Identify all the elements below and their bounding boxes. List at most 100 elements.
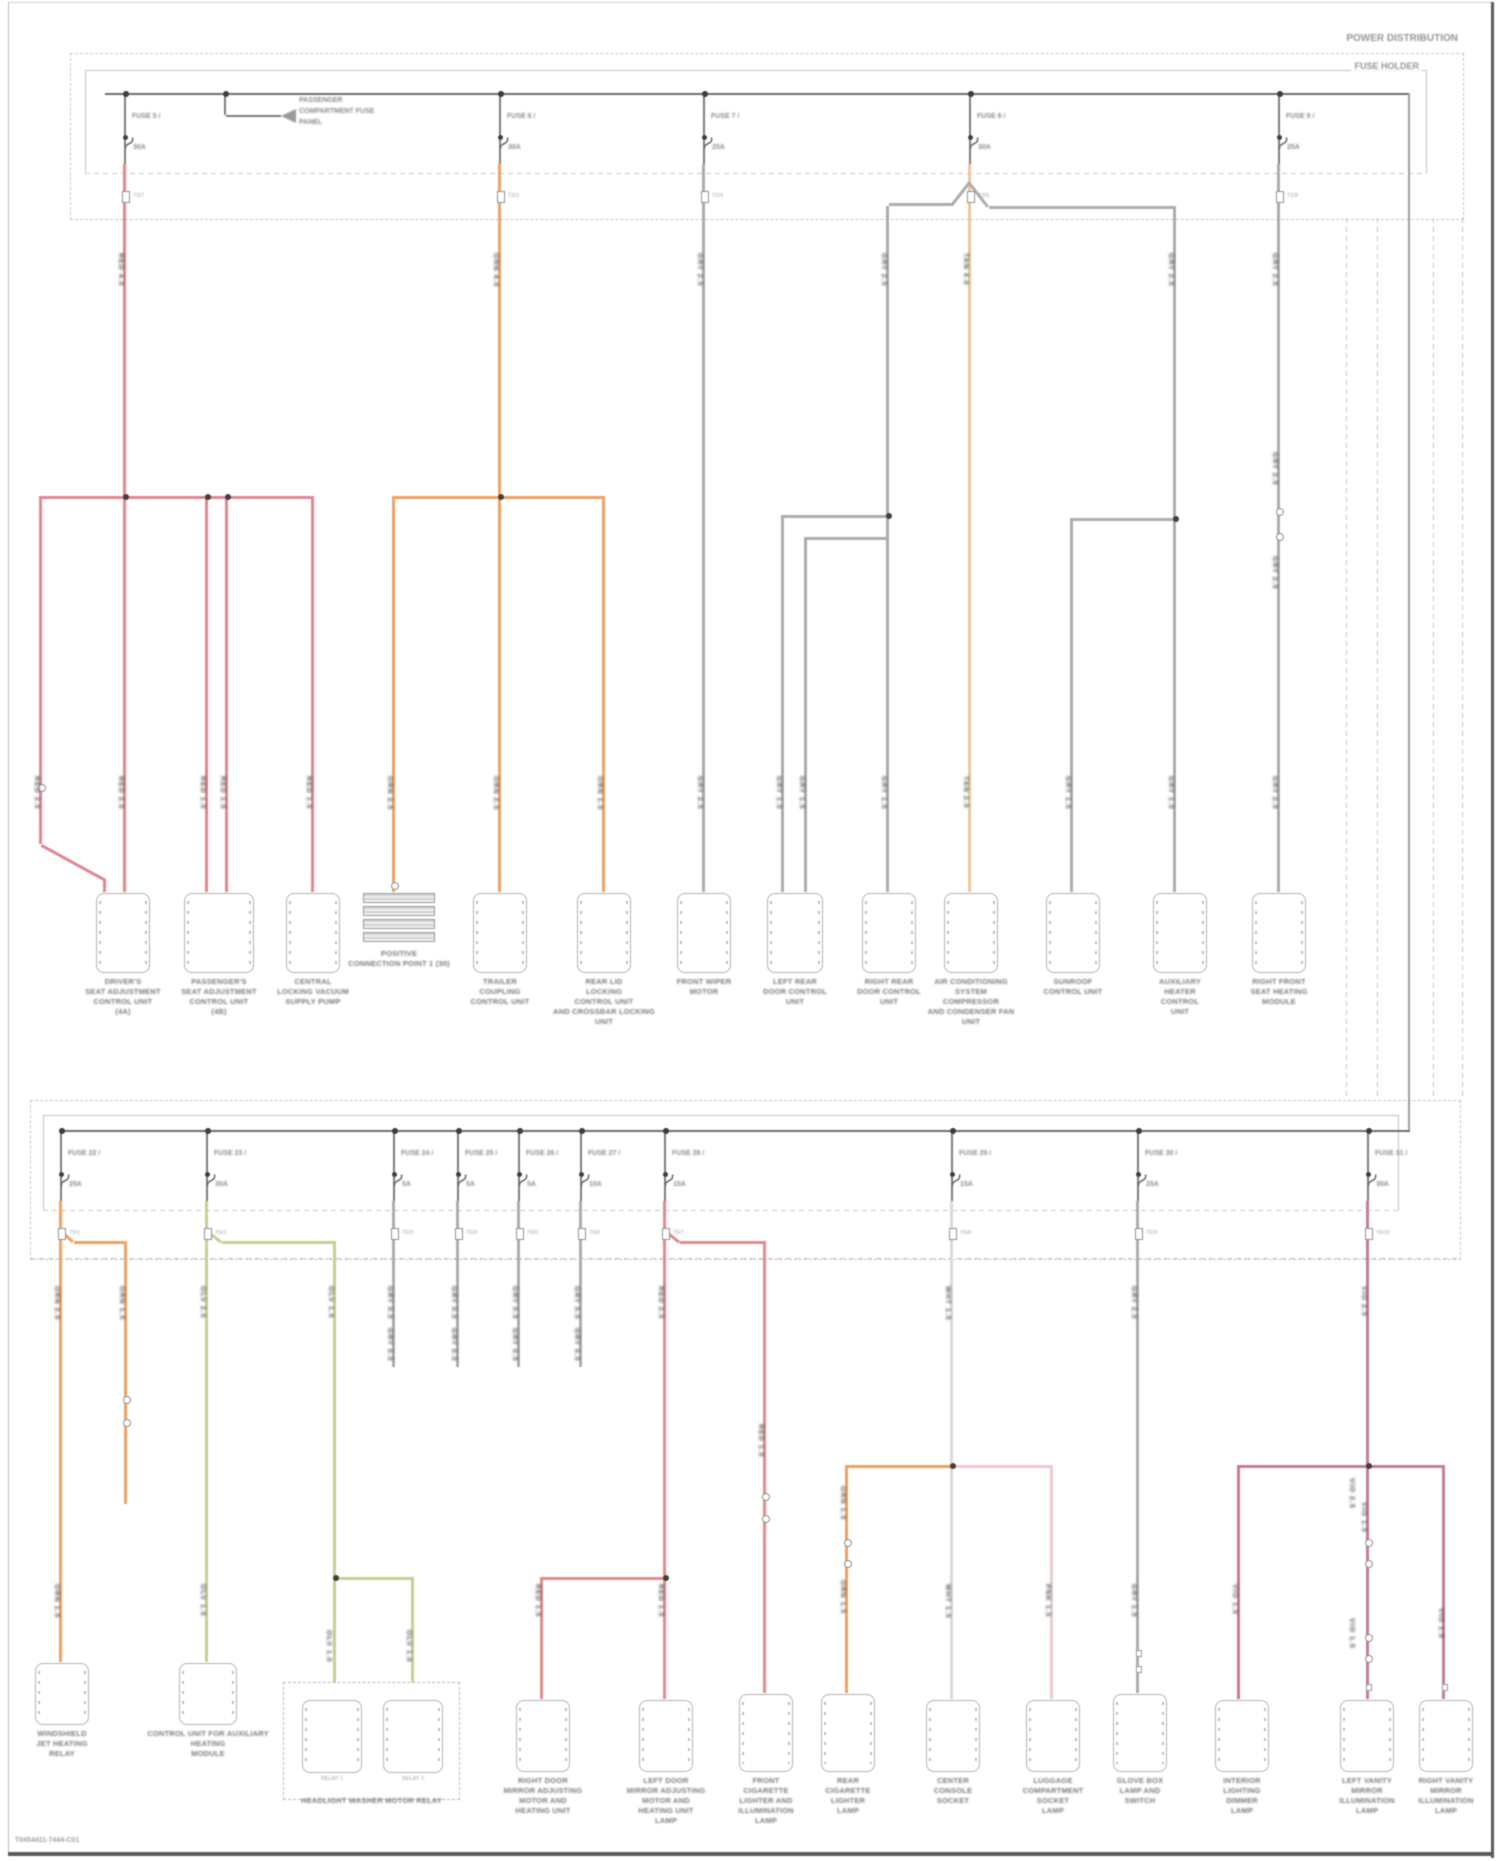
wire-color-label: WHT 1.5 — [944, 1286, 951, 1321]
connector-pin-label: T2/4 — [712, 193, 724, 199]
junction-dot — [950, 1128, 956, 1134]
component-label: SEAT ADJUSTMENT — [181, 987, 257, 996]
fuse-icon — [702, 135, 707, 140]
wire-segment — [804, 536, 807, 892]
offpage-lead — [226, 115, 281, 117]
wire-segment — [1070, 517, 1073, 892]
component-label: DOOR CONTROL — [762, 987, 828, 996]
wire-color-label: ORN 4.0 — [492, 253, 499, 288]
page-title: POWER DISTRIBUTION — [1346, 33, 1458, 44]
wire-color-label: GRY 2.5 — [696, 776, 703, 810]
wire-color-label: RED 1.5 — [534, 1584, 541, 1618]
wire-color-label: VIO 2.5 — [1360, 1286, 1367, 1317]
connector-pin-icon — [949, 1228, 957, 1240]
fuse-icon — [59, 1172, 64, 1177]
component-label: MODULE — [1262, 997, 1296, 1006]
connector-pin-label: T5/5 — [527, 1230, 539, 1236]
component-label: RIGHT REAR — [864, 977, 914, 986]
junction-dot — [205, 494, 211, 500]
wire-segment — [1173, 517, 1176, 892]
fuse-icon — [950, 1173, 963, 1192]
wire-segment — [1050, 1464, 1053, 1699]
wire-segment — [784, 514, 889, 518]
component-label: RIGHT DOOR — [518, 1776, 568, 1785]
component-label: UNIT — [785, 997, 805, 1006]
component-label: AUXILIARY — [1159, 977, 1201, 986]
fuse-icon — [123, 135, 128, 140]
component-label: MIRROR — [1351, 1786, 1383, 1795]
component-label: UNIT — [879, 997, 899, 1006]
wire-color-label: GRY 0.5 — [573, 1286, 580, 1320]
wire-color-label: OLV 1.5 — [199, 1584, 206, 1617]
component-label: REAR — [836, 1776, 860, 1785]
fuse-icon — [456, 1172, 461, 1177]
fuse-label: FUSE 6 / — [507, 113, 536, 120]
fuse-icon — [1277, 135, 1282, 140]
wire-color-label: GRY 2.5 — [1271, 452, 1278, 486]
wire-segment — [42, 495, 314, 499]
component-box — [1340, 1700, 1394, 1772]
wire-color-label: GRY 1.5 — [880, 776, 887, 810]
component-label: AIR CONDITIONING — [934, 977, 1008, 986]
wire-color-label: GRY 1.5 — [775, 776, 782, 810]
connector-pin-label: T2/5 — [978, 193, 990, 199]
component-label: CONTROL UNIT FOR AUXILIARY — [147, 1729, 269, 1738]
wire-color-label: ORN 1.5 — [839, 1486, 846, 1521]
wire-color-label: GRY 2.5 — [1167, 253, 1174, 287]
wire-color-label: ORN 1.5 — [53, 1584, 60, 1619]
wire-segment — [680, 1240, 766, 1244]
component-label: LAMP — [1434, 1806, 1458, 1815]
fuse-amp-label: 30A — [215, 1181, 228, 1188]
component-box — [677, 893, 731, 973]
dashed-boundary-line — [43, 1210, 1397, 1211]
wire-color-label: TAN 2.5 — [962, 776, 969, 809]
wire-segment — [74, 1240, 127, 1244]
fuse-label: FUSE 27 / — [588, 1150, 621, 1157]
component-label: LIGHTING — [1223, 1786, 1261, 1795]
wire-color-label: GRY 2.5 — [1271, 556, 1278, 590]
component-label: UNIT — [961, 1017, 981, 1026]
connector-pin-label: T5/4 — [466, 1230, 478, 1236]
component-box — [739, 1694, 793, 1772]
inline-connector-icon — [1276, 508, 1284, 516]
bus-line — [105, 92, 1410, 96]
connector-pin-icon — [1365, 1228, 1373, 1240]
component-label: DIMMER — [1226, 1796, 1258, 1805]
connector-pin-label: T5/1 — [69, 1230, 81, 1236]
component-label: CONTROL UNIT — [470, 997, 530, 1006]
dashed-boundary-line — [85, 173, 1425, 174]
connector-pin-icon — [497, 191, 505, 203]
junction-dot — [1277, 91, 1283, 97]
page-border — [1491, 2, 1494, 1858]
component-box — [1252, 893, 1306, 973]
component-label: FRONT WIPER — [676, 977, 732, 986]
fuse-label: FUSE 30 / — [1145, 1150, 1178, 1157]
fuse-label: FUSE 25 / — [465, 1150, 498, 1157]
component-label: SUNROOF — [1053, 977, 1093, 986]
component-label: GLOVE BOX — [1116, 1776, 1164, 1785]
wire-color-label: RED 1.5 — [657, 1584, 664, 1618]
component-label: HEATING — [190, 1739, 226, 1748]
wire-segment — [103, 878, 106, 892]
wire-segment — [889, 202, 953, 206]
fuse-icon — [663, 1172, 668, 1177]
component-label: LOCKING — [586, 987, 622, 996]
connector-pin-icon — [967, 191, 975, 203]
inline-connector-icon — [123, 1419, 131, 1427]
component-label: SEAT HEATING — [1250, 987, 1308, 996]
relay-sublabel: RELAY 2 — [401, 1776, 425, 1782]
component-label: SWITCH — [1124, 1796, 1156, 1805]
fuse-label: FUSE 28 / — [672, 1150, 705, 1157]
page-border — [8, 2, 1493, 3]
connector-pin-label: T5/3 — [402, 1230, 414, 1236]
component-box — [1419, 1700, 1473, 1772]
wire-segment — [543, 1576, 666, 1580]
wire-segment — [886, 514, 889, 892]
wire-color-label: ORN 1.5 — [118, 1286, 125, 1321]
component-label: ILLUMINATION — [1339, 1796, 1395, 1805]
inline-connector-icon — [1365, 1655, 1373, 1663]
fuse-amp-label: 5A — [402, 1181, 411, 1188]
wire-color-label: RED 1.5 — [219, 776, 226, 810]
